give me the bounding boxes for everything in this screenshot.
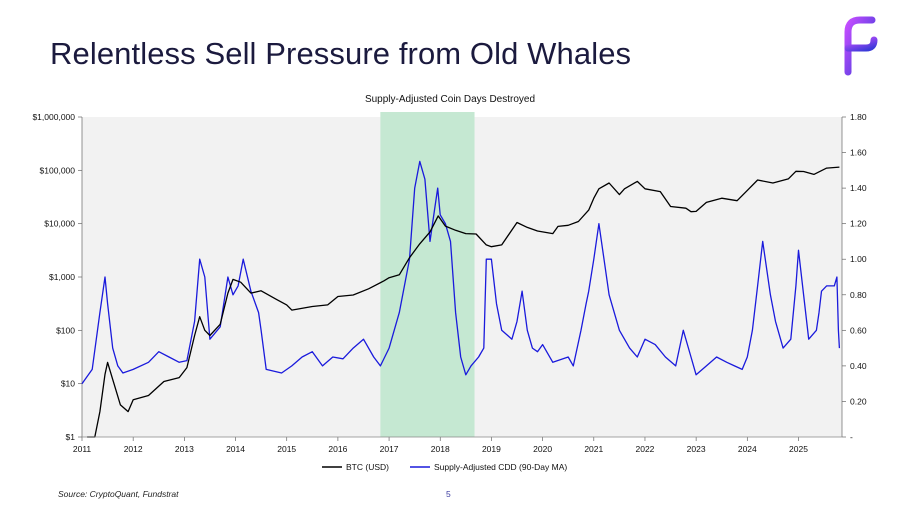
x-tick-label: 2024 <box>738 444 757 454</box>
x-tick-label: 2023 <box>687 444 706 454</box>
right-tick-label: 1.80 <box>850 112 867 122</box>
slide-title: Relentless Sell Pressure from Old Whales <box>50 36 632 71</box>
x-tick-label: 2025 <box>789 444 808 454</box>
left-tick-label: $100,000 <box>40 165 76 175</box>
left-axis: $1 $10 $100 $1,000 $10,000 $100,000 $1,000,000 <box>32 112 83 442</box>
series-lines <box>81 160 841 438</box>
x-tick-label: 2014 <box>226 444 245 454</box>
source-note: Source: CryptoQuant, Fundstrat <box>58 489 179 499</box>
x-tick-label: 2021 <box>584 444 603 454</box>
right-tick-label: 0.20 <box>850 396 867 406</box>
x-axis: 2011 2012 2013 2014 2015 2016 2017 2018 2019 2020… <box>73 437 808 454</box>
x-tick-label: 2012 <box>124 444 143 454</box>
left-tick-label: $10 <box>61 379 75 389</box>
x-tick-label: 2016 <box>328 444 347 454</box>
legend: BTC (USD) Supply-Adjusted CDD (90-Day MA… <box>322 462 567 472</box>
right-tick-label: 0.80 <box>850 290 867 300</box>
x-tick-label: 2019 <box>482 444 501 454</box>
right-tick-label: 1.60 <box>850 148 867 158</box>
right-tick-label: - <box>850 432 853 442</box>
left-tick-label: $1 <box>66 432 76 442</box>
legend-label-cdd: Supply-Adjusted CDD (90-Day MA) <box>434 462 567 472</box>
x-tick-label: 2020 <box>533 444 552 454</box>
right-tick-label: 1.20 <box>850 219 867 229</box>
left-tick-label: $10,000 <box>44 219 75 229</box>
chart-title: Supply-Adjusted Coin Days Destroyed <box>365 94 535 105</box>
right-axis: - 0.20 0.40 0.60 0.80 1.00 1.20 1.40 1.60 1.80 <box>841 112 867 442</box>
right-tick-label: 0.40 <box>850 361 867 371</box>
right-tick-label: 0.60 <box>850 325 867 335</box>
x-tick-label: 2022 <box>636 444 655 454</box>
left-tick-label: $1,000 <box>49 272 75 282</box>
left-tick-label: $100 <box>56 325 75 335</box>
x-tick-label: 2018 <box>431 444 450 454</box>
fundstrat-f-logo-icon <box>844 16 878 76</box>
highlight-region <box>380 112 475 437</box>
btc-price-line <box>87 166 840 438</box>
x-tick-label: 2013 <box>175 444 194 454</box>
x-tick-label: 2017 <box>380 444 399 454</box>
cdd-line <box>81 160 841 385</box>
left-tick-label: $1,000,000 <box>32 112 75 122</box>
x-tick-label: 2011 <box>73 444 92 454</box>
x-tick-label: 2015 <box>277 444 296 454</box>
right-tick-label: 1.00 <box>850 254 867 264</box>
page-number: 5 <box>446 489 451 499</box>
legend-label-btc: BTC (USD) <box>346 462 389 472</box>
right-tick-label: 1.40 <box>850 183 867 193</box>
